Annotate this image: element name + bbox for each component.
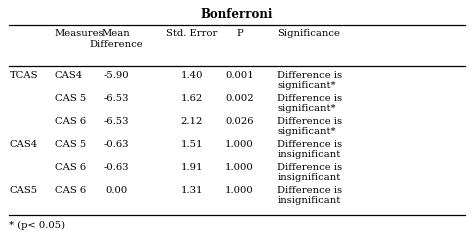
Text: 1.51: 1.51 [181,140,203,149]
Text: Significance: Significance [277,29,340,38]
Text: Measures: Measures [55,29,104,38]
Text: Std. Error: Std. Error [166,29,218,38]
Text: -0.63: -0.63 [103,163,129,172]
Text: 1.40: 1.40 [181,70,203,79]
Text: 1.000: 1.000 [225,140,254,149]
Text: 2.12: 2.12 [181,117,203,125]
Text: 0.00: 0.00 [105,186,127,195]
Text: 0.001: 0.001 [225,70,254,79]
Text: 1.000: 1.000 [225,163,254,172]
Text: -6.53: -6.53 [103,94,129,102]
Text: Difference is
significant*: Difference is significant* [277,117,342,136]
Text: 1.000: 1.000 [225,186,254,195]
Text: TCAS: TCAS [9,70,38,79]
Text: CAS 5: CAS 5 [55,94,86,102]
Text: Difference is
insignificant: Difference is insignificant [277,140,342,159]
Text: 0.026: 0.026 [225,117,254,125]
Text: CAS4: CAS4 [55,70,83,79]
Text: CAS5: CAS5 [9,186,37,195]
Text: -0.63: -0.63 [103,140,129,149]
Text: 1.62: 1.62 [181,94,203,102]
Text: CAS4: CAS4 [9,140,38,149]
Text: Difference is
significant*: Difference is significant* [277,94,342,113]
Text: -5.90: -5.90 [103,70,129,79]
Text: 1.31: 1.31 [181,186,203,195]
Text: Difference is
significant*: Difference is significant* [277,70,342,90]
Text: CAS 6: CAS 6 [55,186,86,195]
Text: CAS 6: CAS 6 [55,163,86,172]
Text: 0.002: 0.002 [225,94,254,102]
Text: -6.53: -6.53 [103,117,129,125]
Text: Difference is
insignificant: Difference is insignificant [277,163,342,182]
Text: Bonferroni: Bonferroni [201,8,273,21]
Text: 1.91: 1.91 [181,163,203,172]
Text: Difference is
insignificant: Difference is insignificant [277,186,342,205]
Text: Mean
Difference: Mean Difference [89,29,143,49]
Text: CAS 5: CAS 5 [55,140,86,149]
Text: P: P [236,29,243,38]
Text: * (p< 0.05): * (p< 0.05) [9,221,65,230]
Text: CAS 6: CAS 6 [55,117,86,125]
